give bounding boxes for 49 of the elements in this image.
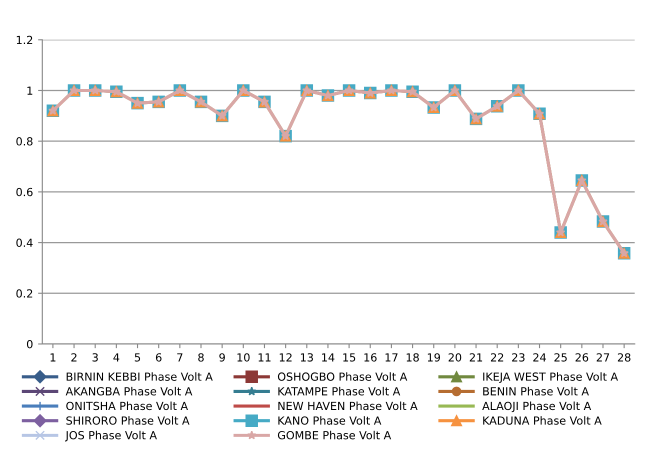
legend-label: IKEJA WEST Phase Volt A bbox=[483, 372, 618, 383]
x-tick-label: 14 bbox=[322, 353, 334, 362]
y-tick-label: 1 bbox=[27, 86, 32, 95]
legend-label: AKANGBA Phase Volt A bbox=[66, 386, 192, 396]
x-tick-label: 2 bbox=[71, 353, 76, 362]
legend-label: SHIRORO Phase Volt A bbox=[66, 416, 190, 425]
legend-label: JOS Phase Volt A bbox=[65, 430, 157, 442]
x-tick-label: 10 bbox=[237, 353, 250, 362]
x-tick-label: 8 bbox=[198, 353, 204, 362]
x-tick-label: 27 bbox=[596, 353, 610, 362]
x-tick-label: 23 bbox=[512, 353, 525, 362]
x-tick-label: 6 bbox=[156, 353, 162, 362]
x-tick-label: 1 bbox=[50, 353, 56, 362]
x-tick-label: 11 bbox=[258, 353, 271, 362]
x-tick-label: 24 bbox=[533, 353, 546, 362]
x-tick-label: 13 bbox=[300, 353, 313, 362]
x-tick-label: 26 bbox=[576, 353, 588, 362]
x-tick-label: 7 bbox=[177, 353, 182, 362]
x-tick-label: 25 bbox=[554, 353, 567, 362]
x-tick-label: 3 bbox=[92, 353, 98, 362]
x-tick-label: 5 bbox=[134, 353, 140, 362]
legend-label: BENIN Phase Volt A bbox=[483, 386, 589, 396]
legend-label: BIRNIN KEBBI Phase Volt A bbox=[66, 372, 213, 381]
y-tick-label: 0 bbox=[26, 340, 33, 348]
x-tick-label: 20 bbox=[448, 353, 462, 362]
legend-label: KATAMPE Phase Volt A bbox=[278, 386, 400, 396]
x-tick-label: 16 bbox=[364, 353, 377, 362]
x-tick-label: 19 bbox=[428, 353, 440, 362]
legend-label: ONITSHA Phase Volt A bbox=[66, 402, 188, 410]
legend-label: KADUNA Phase Volt A bbox=[483, 416, 602, 425]
y-tick-label: 0.2 bbox=[16, 289, 32, 298]
legend-label: GOMBE Phase Volt A bbox=[278, 430, 392, 440]
x-tick-label: 4 bbox=[113, 353, 120, 362]
y-tick-label: 0.8 bbox=[16, 137, 33, 146]
x-tick-label: 28 bbox=[618, 353, 630, 362]
y-tick-label: 0.6 bbox=[16, 188, 33, 196]
x-tick-label: 17 bbox=[386, 353, 398, 362]
x-tick-label: 18 bbox=[406, 353, 419, 362]
x-tick-label: 9 bbox=[219, 353, 225, 362]
x-tick-label: 12 bbox=[280, 353, 292, 362]
legend-label: OSHOGBO Phase Volt A bbox=[278, 372, 408, 381]
legend-label: KANO Phase Volt A bbox=[278, 416, 382, 425]
y-tick-label: 1.2 bbox=[16, 36, 32, 44]
y-tick-label: 0.4 bbox=[16, 238, 33, 247]
x-tick-label: 22 bbox=[490, 353, 504, 362]
legend-label: ALAOJI Phase Volt A bbox=[482, 402, 592, 412]
x-tick-label: 21 bbox=[470, 353, 482, 362]
legend-label: NEW HAVEN Phase Volt A bbox=[278, 402, 418, 410]
x-tick-label: 15 bbox=[343, 353, 356, 362]
